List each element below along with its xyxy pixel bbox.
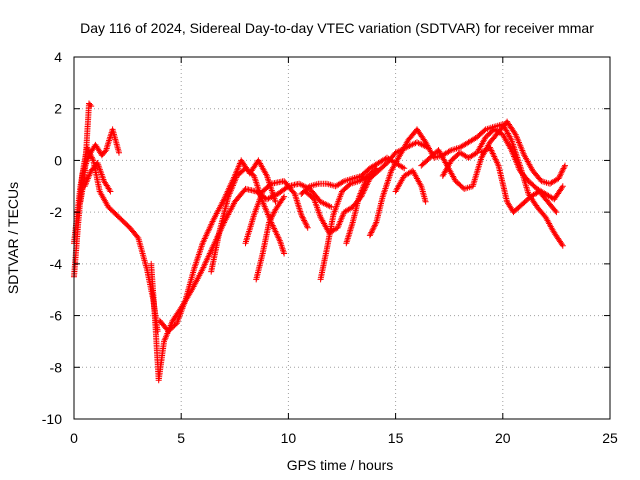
data-point-markers (71, 126, 122, 280)
x-tick-label: 10 (281, 430, 297, 446)
plot-frame (73, 56, 611, 420)
data-point-markers (253, 193, 288, 283)
x-tick-label: 5 (177, 430, 185, 446)
data-series (71, 100, 568, 384)
x-tick-label: 20 (495, 430, 511, 446)
x-tick-label: 0 (70, 430, 78, 446)
y-tick-label: 2 (54, 101, 62, 117)
x-axis-label: GPS time / hours (287, 457, 394, 473)
data-point-markers (343, 170, 378, 247)
series-track (392, 167, 429, 205)
series-track (71, 126, 122, 280)
data-point-markers (302, 139, 431, 236)
series-track (302, 139, 431, 236)
y-tick-label: -4 (50, 256, 63, 272)
series-track (242, 178, 311, 247)
y-tick-label: -10 (42, 411, 62, 427)
series-track (253, 193, 288, 283)
x-tick-label: 15 (388, 430, 404, 446)
data-point-markers (148, 180, 335, 384)
y-tick-label: 0 (54, 152, 62, 168)
data-point-markers (317, 165, 380, 283)
series-track (478, 144, 560, 216)
data-point-markers (439, 126, 566, 203)
series-track (77, 100, 95, 205)
series-track (439, 126, 566, 203)
series-track (343, 170, 378, 247)
series-track (317, 165, 380, 283)
chart-title: Day 116 of 2024, Sidereal Day-to-day VTE… (80, 20, 594, 36)
y-tick-label: -2 (50, 204, 63, 220)
data-point-markers (81, 160, 114, 195)
series-track (81, 160, 114, 195)
y-tick-label: -8 (50, 359, 63, 375)
y-tick-label: 4 (54, 49, 62, 65)
y-tick-label: -6 (50, 308, 63, 324)
series-track (148, 180, 335, 384)
data-point-markers (392, 167, 429, 205)
data-point-markers (242, 178, 311, 247)
grid (74, 57, 610, 419)
x-tick-label: 25 (602, 430, 618, 446)
data-point-markers (208, 165, 288, 275)
series-track (208, 165, 288, 275)
data-point-markers (77, 100, 95, 205)
data-point-markers (478, 144, 560, 216)
y-axis-label: SDTVAR / TECUs (5, 182, 21, 294)
